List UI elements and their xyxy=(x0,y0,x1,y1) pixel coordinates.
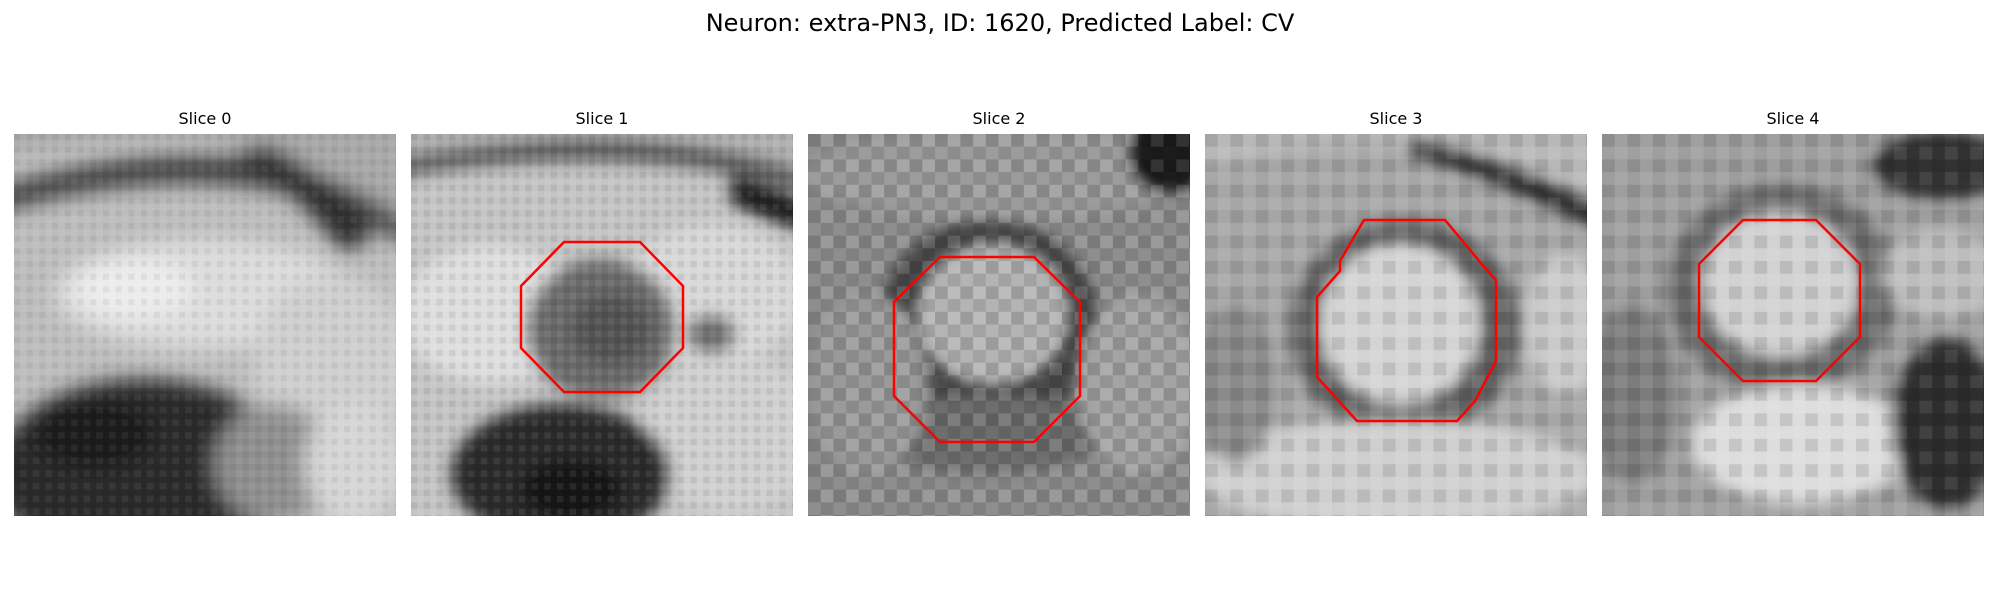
slice-image-2 xyxy=(808,134,1190,516)
detection-outline-4 xyxy=(1697,218,1862,383)
slice-title-3: Slice 3 xyxy=(1369,109,1423,128)
figure-title: Neuron: extra-PN3, ID: 1620, Predicted L… xyxy=(705,9,1295,37)
slice-title-1: Slice 1 xyxy=(575,109,629,128)
slice-image-0 xyxy=(14,134,396,516)
slice-title-2: Slice 2 xyxy=(972,109,1026,128)
slice-title-4: Slice 4 xyxy=(1766,109,1820,128)
slice-image-4 xyxy=(1602,134,1984,516)
detection-outline-3 xyxy=(1315,218,1498,423)
detection-outline-2 xyxy=(892,255,1082,444)
slice-image-3 xyxy=(1205,134,1587,516)
detection-outline-1 xyxy=(519,240,685,394)
slice-title-0: Slice 0 xyxy=(178,109,232,128)
slice-image-1 xyxy=(411,134,793,516)
